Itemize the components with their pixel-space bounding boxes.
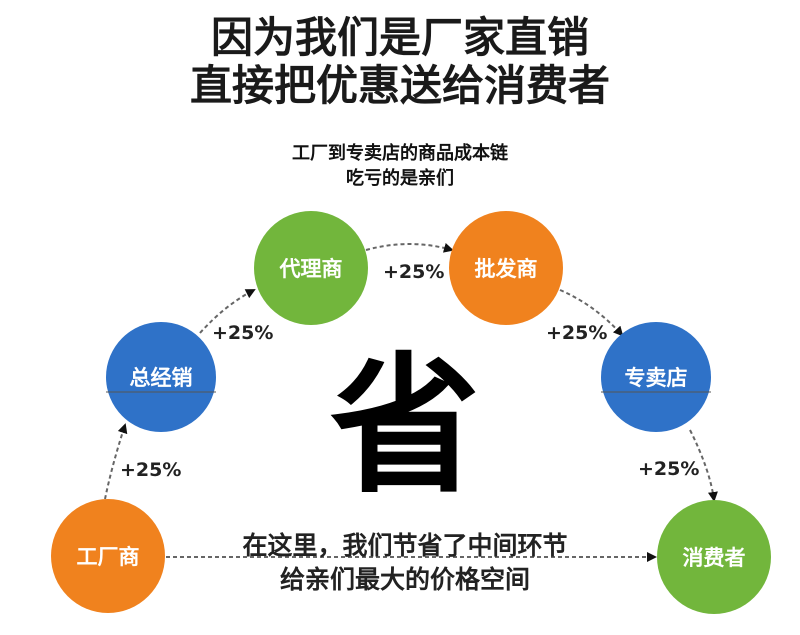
save-character: 省 — [330, 340, 480, 514]
arrow-wholesaler-to-store — [559, 289, 624, 337]
arrow-distributor-to-agent — [199, 289, 256, 334]
markup-label: +25% — [638, 458, 699, 480]
markup-label: +25% — [546, 322, 607, 344]
markup-label: +25% — [212, 322, 273, 344]
arrow-store-to-consumer — [689, 429, 718, 502]
title-line-1: 因为我们是厂家直销 — [211, 13, 589, 62]
node-label: 专卖店 — [625, 366, 688, 390]
node-agent: 代理商 — [254, 211, 368, 325]
node-label: 总经销 — [130, 366, 193, 390]
markup-label: +25% — [383, 261, 444, 283]
node-label: 批发商 — [475, 257, 538, 281]
node-general-distributor: 总经销 — [106, 322, 216, 432]
subtitle-line-2: 吃亏的是亲们 — [346, 167, 454, 189]
markup-label: +25% — [120, 459, 181, 481]
node-store: 专卖店 — [601, 322, 711, 432]
node-label: 代理商 — [279, 257, 343, 281]
arrow-factory-to-distributor — [104, 423, 128, 500]
subtitle-line-1: 工厂到专卖店的商品成本链 — [292, 142, 509, 164]
node-consumer: 消费者 — [657, 500, 771, 614]
arrow-agent-to-wholesaler — [365, 242, 454, 253]
node-label: 工厂商 — [77, 545, 140, 569]
node-label: 消费者 — [683, 546, 746, 570]
node-wholesaler: 批发商 — [449, 211, 563, 325]
title-line-2: 直接把优惠送给消费者 — [190, 61, 610, 110]
bottom-line-2: 给亲们最大的价格空间 — [280, 565, 530, 594]
bottom-line-1: 在这里，我们节省了中间环节 — [242, 531, 567, 560]
node-factory: 工厂商 — [51, 499, 165, 613]
